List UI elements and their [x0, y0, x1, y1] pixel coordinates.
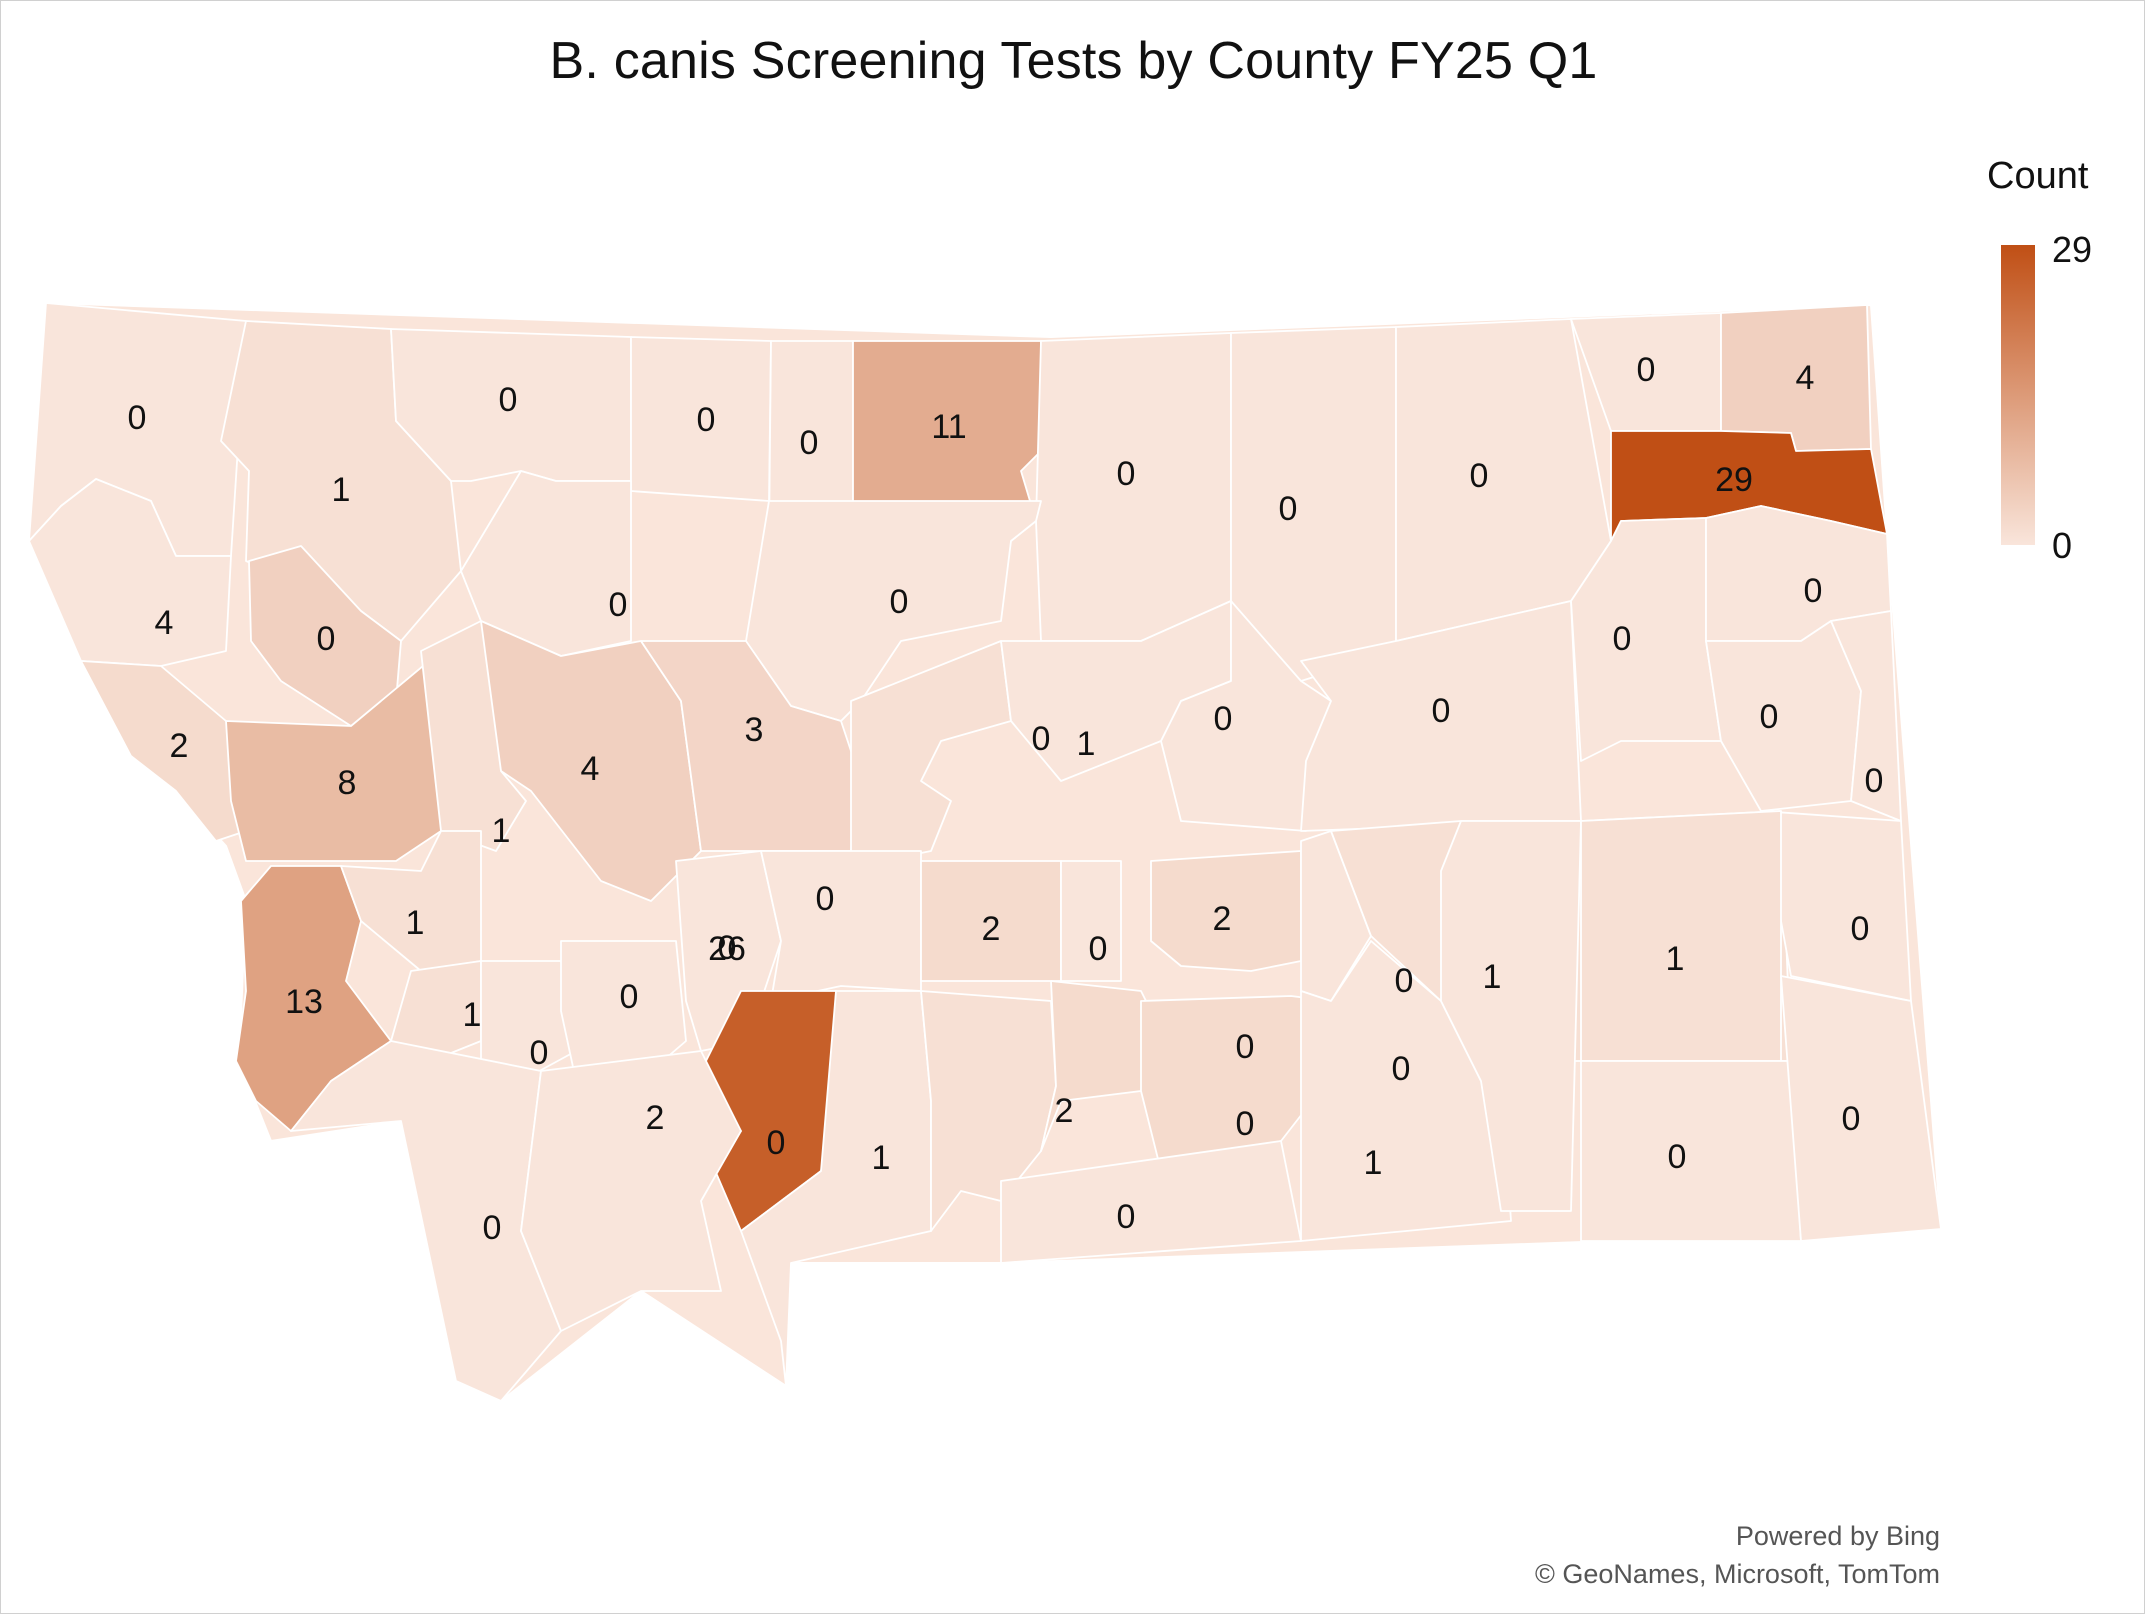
county-count-label: 0 — [1236, 1028, 1255, 1066]
county-count-label: 0 — [800, 424, 819, 462]
county-count-label: 1 — [1364, 1144, 1383, 1182]
county-count-label: 8 — [338, 764, 357, 802]
county-count-label: 0 — [620, 978, 639, 1016]
county-count-label: 0 — [499, 381, 518, 419]
legend-title: Count — [1987, 155, 2089, 197]
county-count-label: 0 — [1842, 1100, 1861, 1138]
map-attribution: Powered by Bing © GeoNames, Microsoft, T… — [1535, 1517, 1940, 1593]
county-count-label: 11 — [931, 408, 966, 446]
county-count-label: 4 — [581, 750, 600, 788]
county-count-label: 1 — [332, 471, 351, 509]
county-count-label: 0 — [890, 583, 909, 621]
county-count-label: 0 — [1865, 762, 1884, 800]
county-count-label: 0 — [1613, 620, 1632, 658]
county-count-label: 13 — [285, 983, 323, 1021]
county-count-label: 2 — [1055, 1092, 1074, 1130]
county-count-label: 1 — [463, 996, 482, 1034]
county-count-label: 0 — [609, 586, 628, 624]
county-region[interactable] — [760, 850, 922, 1002]
county-region[interactable] — [1000, 1140, 1302, 1264]
county-count-label: 1 — [1483, 958, 1502, 996]
county-region[interactable] — [1780, 975, 1942, 1242]
county-region[interactable] — [290, 1040, 562, 1402]
county-count-label: 0 — [1117, 455, 1136, 493]
county-count-label: 0 — [1668, 1138, 1687, 1176]
county-region[interactable] — [520, 1050, 742, 1332]
county-region[interactable] — [1040, 980, 1152, 1152]
county-region[interactable] — [1580, 810, 1782, 1062]
county-count-label: 1 — [406, 904, 425, 942]
county-region[interactable] — [1830, 610, 1902, 822]
county-count-label: 2 — [646, 1099, 665, 1137]
county-count-label: 0 — [128, 399, 147, 437]
county-count-label: 2 — [1213, 900, 1232, 938]
county-count-label: 0 — [816, 880, 835, 918]
county-count-label: 0 — [1760, 698, 1779, 736]
county-count-label: 0 — [1214, 700, 1233, 738]
county-count-label: 4 — [155, 604, 174, 642]
county-count-label: 0 — [1089, 930, 1108, 968]
county-region[interactable] — [1580, 1060, 1802, 1242]
legend-min-value: 0 — [2052, 525, 2073, 566]
county-count-label: 1 — [872, 1139, 891, 1177]
county-count-label: 0 — [530, 1034, 549, 1072]
county-count-label: 26 — [708, 930, 746, 968]
county-count-label: 0 — [1279, 490, 1298, 528]
county-count-label: 1 — [492, 812, 511, 850]
legend-color-scale — [2001, 245, 2035, 545]
county-region[interactable] — [225, 650, 442, 862]
county-region[interactable] — [1060, 860, 1122, 982]
county-count-label: 0 — [1236, 1105, 1255, 1143]
county-count-label: 0 — [767, 1124, 786, 1162]
county-region[interactable] — [1440, 820, 1582, 1212]
county-count-label: 0 — [1117, 1198, 1136, 1236]
map-title: B. canis Screening Tests by County FY25 … — [549, 32, 1598, 90]
county-count-label: 2 — [982, 910, 1001, 948]
county-count-label: 2 — [170, 727, 189, 765]
county-count-label: 0 — [1395, 962, 1414, 1000]
county-count-label: 0 — [1804, 572, 1823, 610]
county-count-label: 3 — [745, 711, 764, 749]
attribution-credits: © GeoNames, Microsoft, TomTom — [1535, 1559, 1940, 1589]
county-region[interactable] — [340, 830, 482, 972]
county-count-label: 0 — [1032, 720, 1051, 758]
county-region[interactable] — [480, 960, 577, 1082]
attribution-powered-by: Powered by Bing — [1735, 1521, 1940, 1551]
county-count-label: 0 — [317, 620, 336, 658]
county-count-label: 0 — [1637, 351, 1656, 389]
county-count-label: 29 — [1715, 461, 1753, 499]
county-count-label: 0 — [1392, 1050, 1411, 1088]
county-count-label: 1 — [1666, 940, 1685, 978]
county-region[interactable] — [390, 960, 482, 1062]
county-region[interactable] — [1160, 600, 1332, 832]
legend-max-value: 29 — [2052, 229, 2093, 270]
county-count-label: 0 — [1470, 457, 1489, 495]
county-region[interactable] — [1230, 326, 1397, 682]
county-count-label: 0 — [1432, 692, 1451, 730]
county-count-label: 0 — [697, 401, 716, 439]
county-count-label: 0 — [1851, 910, 1870, 948]
county-count-label: 0 — [483, 1209, 502, 1247]
county-count-label: 4 — [1796, 359, 1815, 397]
county-count-label: 0 — [718, 929, 737, 967]
county-count-label: 1 — [1077, 725, 1096, 763]
county-region[interactable] — [1300, 830, 1372, 1002]
